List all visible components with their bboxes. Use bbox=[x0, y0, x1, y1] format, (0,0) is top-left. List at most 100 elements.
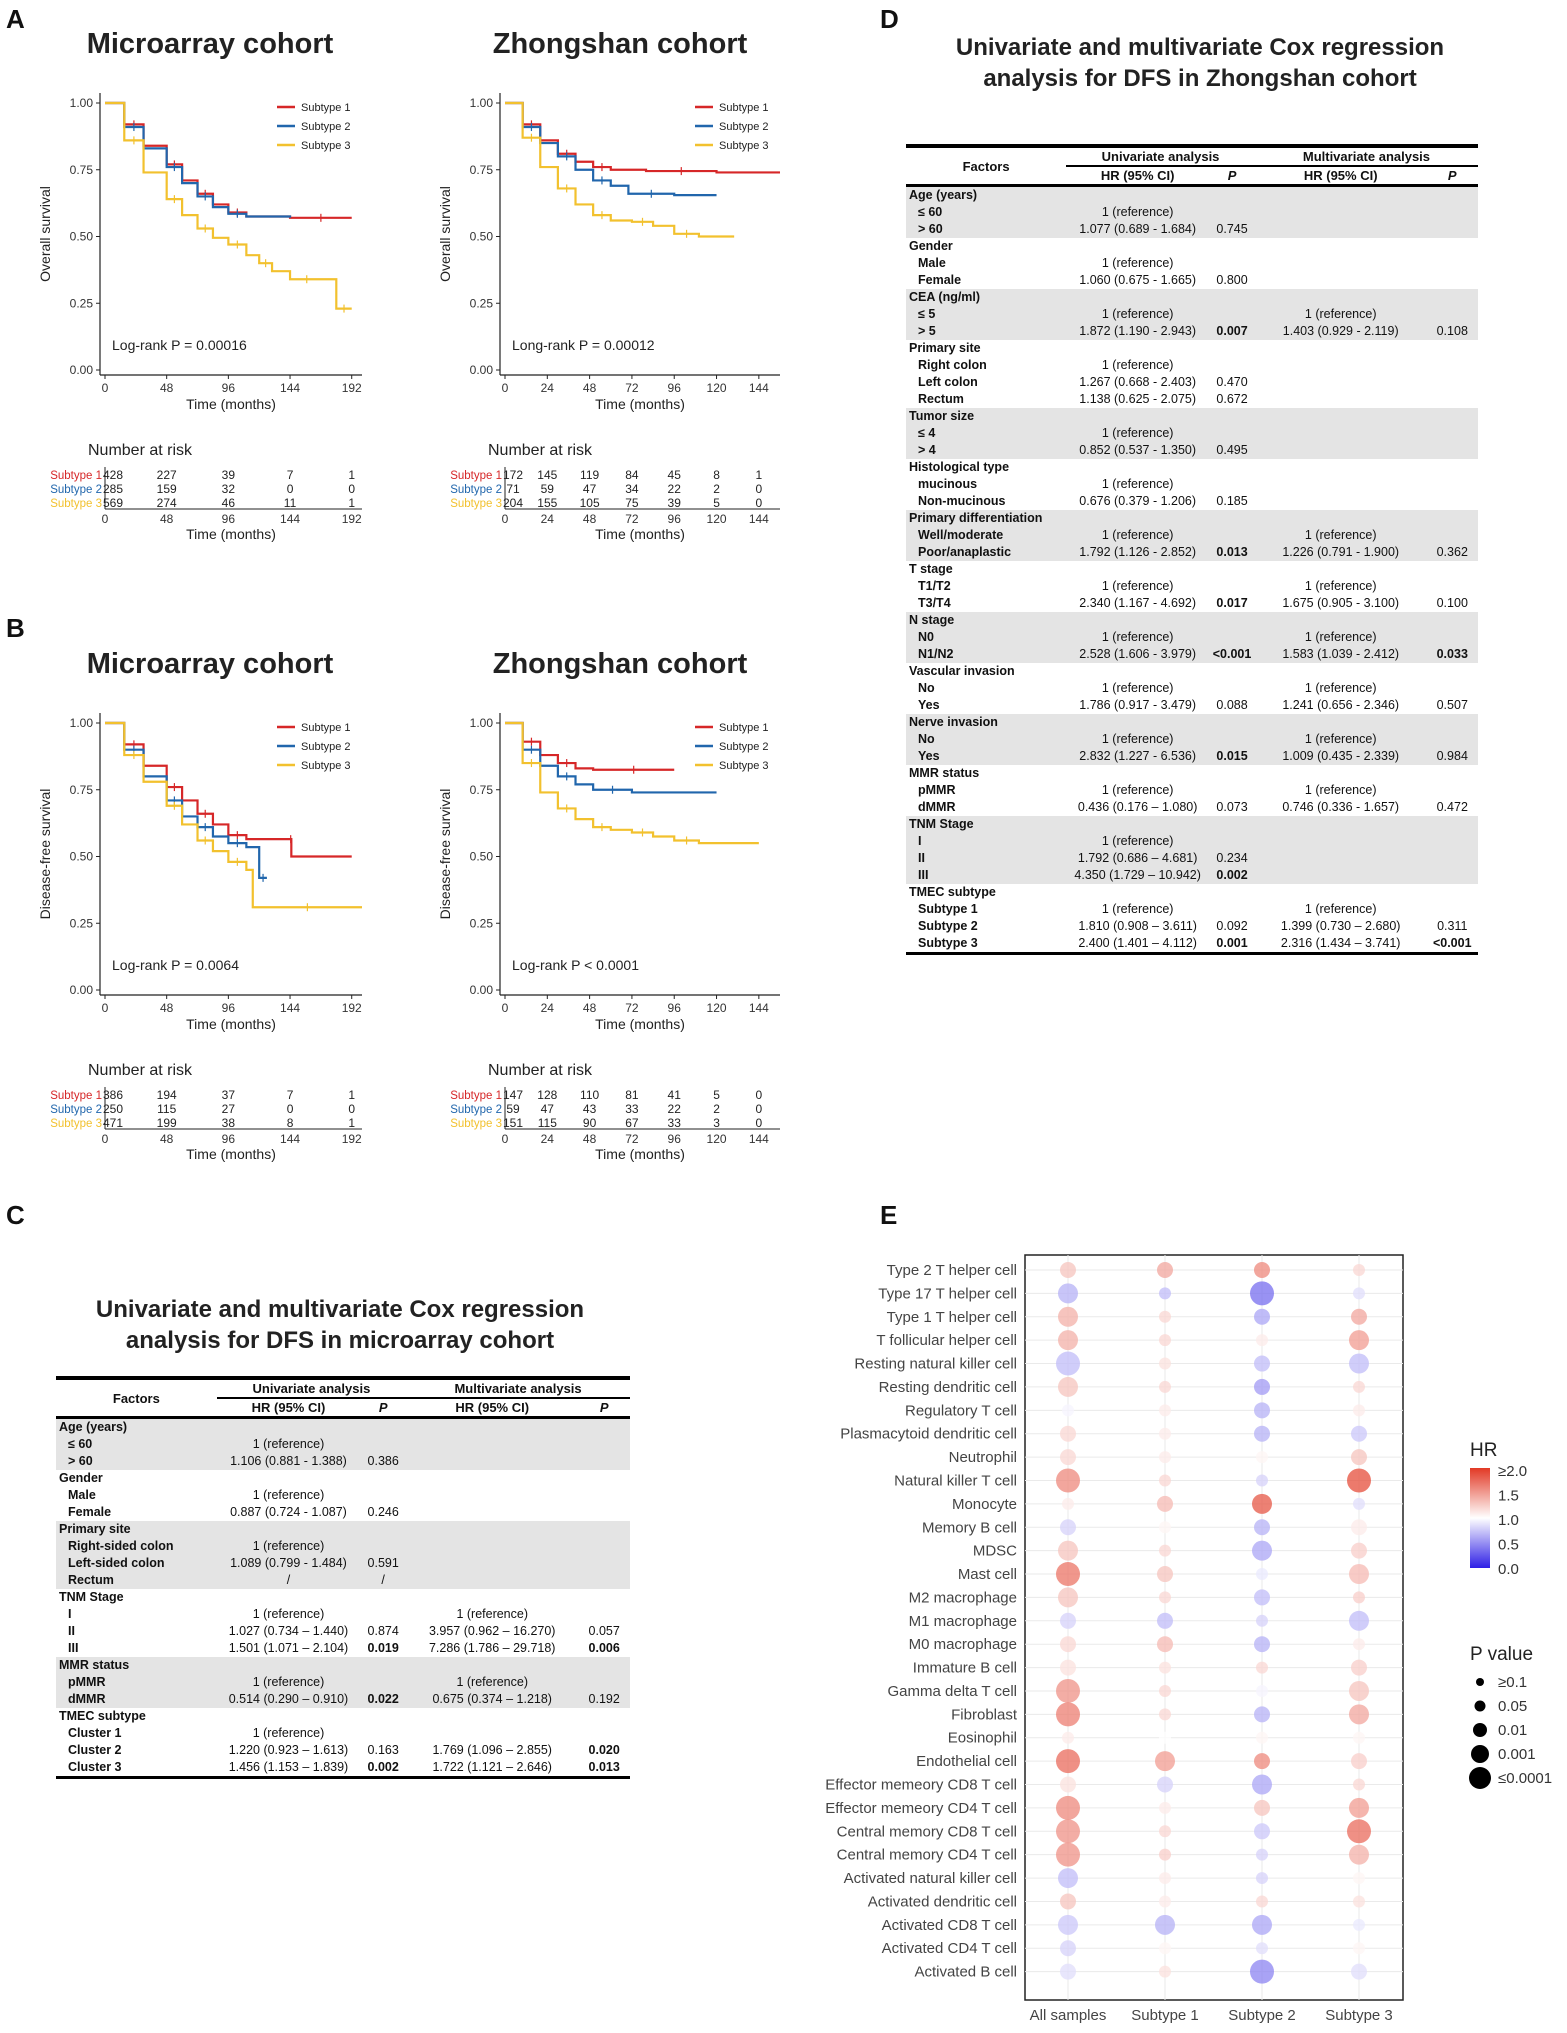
row-label: Male bbox=[918, 256, 946, 270]
risk-x-tick-label: 144 bbox=[280, 512, 300, 526]
row-cell bbox=[1255, 884, 1427, 901]
table-group-row: Nerve invasion bbox=[906, 714, 1478, 731]
dot-row-label: MDSC bbox=[973, 1543, 1017, 1560]
row-label: Histological type bbox=[909, 460, 1010, 474]
risk-value: 0 bbox=[348, 482, 355, 496]
row-cell: 1.089 (0.799 - 1.484) bbox=[216, 1555, 361, 1572]
row-cell: 1.009 (0.435 - 2.339) bbox=[1254, 748, 1427, 765]
risk-value: 38 bbox=[222, 1116, 236, 1130]
risk-value: 90 bbox=[583, 1116, 597, 1130]
table-group-row: Primary differentiation bbox=[906, 510, 1478, 527]
km-x-tick-label: 144 bbox=[280, 381, 300, 395]
km-x-label: Time (months) bbox=[186, 396, 276, 412]
row-cell bbox=[1209, 425, 1255, 442]
table-row: Female 1.060 (0.675 - 1.665) 0.800 bbox=[906, 272, 1478, 289]
row-cell bbox=[1209, 680, 1255, 697]
risk-value: 274 bbox=[157, 496, 177, 510]
risk-x-tick-label: 48 bbox=[160, 512, 174, 526]
risk-value: 22 bbox=[668, 482, 682, 496]
risk-x-tick-label: 96 bbox=[222, 1132, 236, 1146]
hr-dot bbox=[1254, 1799, 1270, 1816]
dot-row-label: Activated B cell bbox=[914, 1964, 1017, 1981]
km-pvalue: Log-rank P = 0.00016 bbox=[112, 337, 247, 353]
row-cell bbox=[1426, 714, 1478, 731]
hr-dot bbox=[1159, 1895, 1171, 1908]
km-curve-3 bbox=[105, 101, 352, 310]
risk-x-tick-label: 72 bbox=[625, 512, 639, 526]
risk-value: 151 bbox=[503, 1116, 523, 1130]
row-cell: 1 (reference) bbox=[1254, 629, 1427, 646]
row-cell bbox=[1255, 238, 1427, 255]
p-legend-label: 0.05 bbox=[1498, 1698, 1527, 1715]
row-cell: 1 (reference) bbox=[1101, 358, 1174, 372]
km-y-label: Overall survival bbox=[37, 186, 53, 282]
row-cell bbox=[1255, 272, 1427, 289]
hr-dot bbox=[1353, 1895, 1365, 1908]
row-cell bbox=[578, 1487, 630, 1504]
row-cell: 1 (reference) bbox=[1304, 681, 1377, 695]
risk-value: 145 bbox=[537, 468, 557, 482]
risk-row-label: Subtype 2 bbox=[450, 1104, 502, 1116]
dot-row-label: Activated dendritic cell bbox=[868, 1893, 1017, 1910]
row-cell: 1.810 (0.908 – 3.611) bbox=[1078, 919, 1197, 933]
hr-dot bbox=[1252, 1493, 1272, 1514]
dot-row-label: Plasmacytoid dendritic cell bbox=[840, 1426, 1017, 1443]
risk-value: 59 bbox=[541, 482, 555, 496]
risk-row-label: Subtype 3 bbox=[450, 498, 502, 510]
row-label: pMMR bbox=[918, 783, 956, 797]
dot-col-label: All samples bbox=[1030, 2007, 1107, 2024]
hr-dot bbox=[1353, 1918, 1365, 1931]
risk-value: 32 bbox=[222, 482, 236, 496]
hr-dot bbox=[1349, 1610, 1369, 1631]
hr-dot bbox=[1353, 1287, 1365, 1300]
km-y-tick-label: 0.00 bbox=[470, 983, 494, 997]
risk-x-tick-label: 48 bbox=[583, 512, 597, 526]
row-cell: 2.340 (1.167 - 4.692) bbox=[1079, 596, 1197, 610]
row-cell bbox=[1066, 185, 1210, 204]
hr-legend-tick: 0.5 bbox=[1498, 1537, 1519, 1554]
dot-row-label: Memory B cell bbox=[922, 1519, 1017, 1536]
hr-dot bbox=[1159, 1544, 1171, 1557]
km-pvalue: Long-rank P = 0.00012 bbox=[512, 337, 655, 353]
row-cell: 0.192 bbox=[578, 1691, 630, 1708]
row-label: Female bbox=[918, 273, 962, 287]
hr-dot bbox=[1349, 1353, 1369, 1374]
risk-value: 67 bbox=[625, 1116, 639, 1130]
hr-dot bbox=[1351, 1753, 1367, 1770]
row-cell bbox=[1426, 850, 1478, 867]
header-subcolumn: HR (95% CI) bbox=[1254, 166, 1427, 187]
risk-value: 250 bbox=[103, 1102, 123, 1116]
row-cell bbox=[1209, 255, 1255, 272]
row-cell: 0.006 bbox=[588, 1641, 620, 1655]
risk-value: 115 bbox=[157, 1102, 176, 1116]
table-row: III 4.350 (1.729 – 10.942) 0.002 bbox=[906, 867, 1478, 884]
row-cell bbox=[1426, 289, 1478, 306]
hr-dot bbox=[1159, 1427, 1171, 1440]
row-cell bbox=[1066, 816, 1210, 833]
risk-value: 34 bbox=[625, 482, 639, 496]
row-cell bbox=[578, 1589, 630, 1606]
row-label: II bbox=[906, 850, 1067, 867]
header-factors: Factors bbox=[906, 144, 1067, 187]
panel-label-b: B bbox=[6, 613, 25, 643]
row-cell bbox=[360, 1487, 406, 1504]
header-subcolumn: HR (95% CI) bbox=[1066, 166, 1210, 187]
hr-dot bbox=[1256, 1474, 1268, 1487]
row-cell: 1 (reference) bbox=[1066, 731, 1210, 748]
risk-row-label: Subtype 3 bbox=[50, 1118, 102, 1130]
km-x-tick-label: 0 bbox=[502, 381, 509, 395]
row-cell bbox=[1209, 731, 1255, 748]
row-cell: 1.267 (0.668 - 2.403) bbox=[1079, 375, 1197, 389]
row-cell: 0.436 (0.176 – 1.080) bbox=[1077, 800, 1198, 814]
row-cell bbox=[1209, 578, 1255, 595]
km-legend-label: Subtype 3 bbox=[719, 760, 769, 772]
km-x-tick-label: 192 bbox=[342, 1001, 362, 1015]
row-cell: 1.792 (1.126 - 2.852) bbox=[1066, 544, 1210, 561]
row-cell: 1 (reference) bbox=[1066, 204, 1210, 221]
row-cell bbox=[1254, 612, 1427, 629]
row-cell bbox=[1426, 731, 1478, 748]
row-cell bbox=[1254, 510, 1427, 527]
dot-col-label: Subtype 2 bbox=[1228, 2007, 1296, 2024]
table-row: Male 1 (reference) bbox=[906, 255, 1478, 272]
